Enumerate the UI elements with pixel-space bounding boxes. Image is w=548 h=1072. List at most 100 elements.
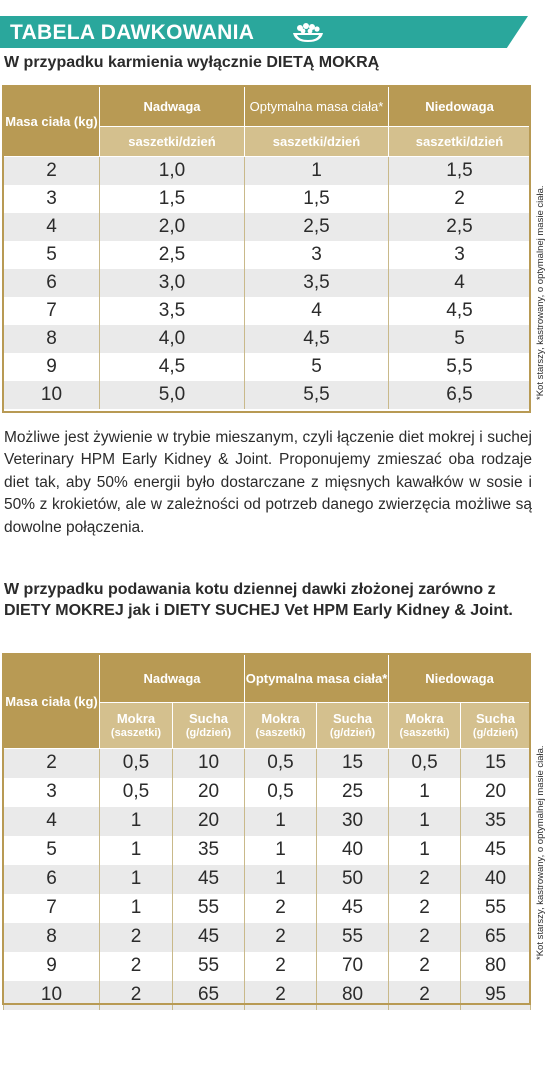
subheader-label: Mokra — [116, 710, 156, 726]
cell-value: 2 — [99, 922, 173, 952]
cell-value: 10 — [171, 748, 246, 778]
subheader-wet: Mokra (saszetki) — [99, 702, 173, 749]
cell-weight: 7 — [3, 296, 100, 325]
title-banner: TABELA DAWKOWANIA — [0, 16, 528, 48]
cell-value: 5,5 — [388, 352, 531, 381]
table-row: 7 3,5 4 4,5 — [3, 296, 531, 325]
table-row: 5 1 35 1 40 1 45 — [3, 835, 532, 865]
cell-value: 0,5 — [244, 777, 318, 807]
section1-subtitle: W przypadku karmienia wyłącznie DIETĄ MO… — [4, 54, 380, 71]
subheader-label: Sucha — [333, 710, 373, 726]
subheader-label: Mokra — [405, 710, 444, 726]
cell-value: 45 — [171, 922, 246, 952]
cell-value: 5 — [388, 324, 531, 353]
cell-value: 1 — [388, 777, 462, 807]
cell-value: 1 — [99, 893, 173, 923]
cell-value: 1 — [99, 835, 173, 865]
subheader-dry: Sucha (g/dzień) — [316, 702, 390, 749]
cell-value: 55 — [171, 893, 246, 923]
cell-value: 2,0 — [99, 212, 245, 241]
cell-value: 1,5 — [388, 156, 531, 185]
table-row: 9 4,5 5 5,5 — [3, 352, 531, 381]
cell-value: 2 — [244, 951, 318, 981]
page-title: TABELA DAWKOWANIA — [10, 21, 255, 44]
cell-value: 3 — [388, 240, 531, 269]
cell-value: 35 — [171, 835, 246, 865]
cell-value: 40 — [460, 864, 532, 894]
table-row: 8 4,0 4,5 5 — [3, 324, 531, 353]
cell-weight: 10 — [3, 980, 100, 1010]
cell-value: 55 — [171, 951, 246, 981]
cell-value: 2,5 — [388, 212, 531, 241]
header-body-weight: Masa ciała (kg) — [3, 86, 100, 157]
cell-weight: 5 — [3, 240, 100, 269]
table1-footnote: *Kot starszy, kastrowany, o optymalnej m… — [535, 185, 546, 400]
cell-value: 2 — [244, 922, 318, 952]
cell-value: 0,5 — [388, 748, 462, 778]
cell-value: 5,0 — [99, 380, 245, 409]
cell-weight: 8 — [3, 324, 100, 353]
header-underweight: Niedowaga — [388, 86, 531, 127]
table-row: 2 1,0 1 1,5 — [3, 156, 531, 185]
cell-value: 1 — [388, 806, 462, 836]
mixed-feeding-paragraph: Możliwe jest żywienie w trybie mieszanym… — [4, 429, 532, 536]
cell-value: 50 — [316, 864, 390, 894]
cell-value: 3 — [244, 240, 389, 269]
header-overweight: Nadwaga — [99, 86, 245, 127]
cell-weight: 5 — [3, 835, 100, 865]
cell-weight: 6 — [3, 268, 100, 297]
cell-weight: 9 — [3, 352, 100, 381]
header-overweight: Nadwaga — [98, 654, 246, 703]
cell-value: 3,0 — [99, 268, 245, 297]
header-body-weight: Masa ciała (kg) — [3, 654, 100, 749]
wet-diet-table: Masa ciała (kg) Nadwaga Optymalna masa c… — [3, 86, 531, 409]
mixed-diet-table: Masa ciała (kg) Nadwaga Optymalna masa c… — [3, 654, 532, 1010]
table-row: 7 1 55 2 45 2 55 — [3, 893, 532, 923]
cell-value: 1 — [99, 806, 173, 836]
cell-value: 35 — [460, 806, 532, 836]
cell-value: 1 — [99, 864, 173, 894]
subheader-wet: Mokra (saszetki) — [244, 702, 318, 749]
cell-value: 1 — [244, 864, 318, 894]
subheader-dry: Sucha (g/dzień) — [171, 702, 246, 749]
table-row: 3 0,5 20 0,5 25 1 20 — [3, 777, 532, 807]
subheader-wet: Mokra (saszetki) — [388, 702, 462, 749]
subheader-sachets: saszetki/dzień — [388, 126, 531, 157]
cell-value: 80 — [316, 980, 390, 1010]
header-underweight: Niedowaga — [388, 654, 532, 703]
table-row: 10 2 65 2 80 2 95 — [3, 980, 532, 1010]
cell-value: 2 — [388, 951, 462, 981]
cell-value: 1,5 — [99, 184, 245, 213]
cell-value: 70 — [316, 951, 390, 981]
cell-value: 65 — [460, 922, 532, 952]
cell-value: 4 — [388, 268, 531, 297]
cell-value: 15 — [460, 748, 532, 778]
cell-value: 1,0 — [99, 156, 245, 185]
cell-value: 5 — [244, 352, 389, 381]
table-row: 3 1,5 1,5 2 — [3, 184, 531, 213]
table-row: 5 2,5 3 3 — [3, 240, 531, 269]
cell-value: 2 — [388, 893, 462, 923]
cell-value: 4,5 — [244, 324, 389, 353]
subheader-unit: (saszetki) — [399, 726, 450, 739]
cell-weight: 4 — [3, 806, 100, 836]
cell-weight: 3 — [3, 184, 100, 213]
cell-value: 1 — [244, 156, 389, 185]
cell-weight: 9 — [3, 951, 100, 981]
cell-value: 30 — [316, 806, 390, 836]
subheader-label: Sucha — [189, 710, 229, 726]
cell-value: 2 — [99, 980, 173, 1010]
food-bowl-icon — [293, 23, 323, 42]
table-row: 8 2 45 2 55 2 65 — [3, 922, 532, 952]
cell-weight: 7 — [3, 893, 100, 923]
cell-value: 20 — [460, 777, 532, 807]
cell-value: 2 — [388, 922, 462, 952]
subheader-sachets: saszetki/dzień — [244, 126, 389, 157]
cell-value: 4,0 — [99, 324, 245, 353]
cell-value: 2 — [244, 893, 318, 923]
cell-value: 2 — [244, 980, 318, 1010]
table-row: 4 2,0 2,5 2,5 — [3, 212, 531, 241]
cell-value: 45 — [316, 893, 390, 923]
table-row: 6 1 45 1 50 2 40 — [3, 864, 532, 894]
cell-value: 2 — [388, 184, 531, 213]
